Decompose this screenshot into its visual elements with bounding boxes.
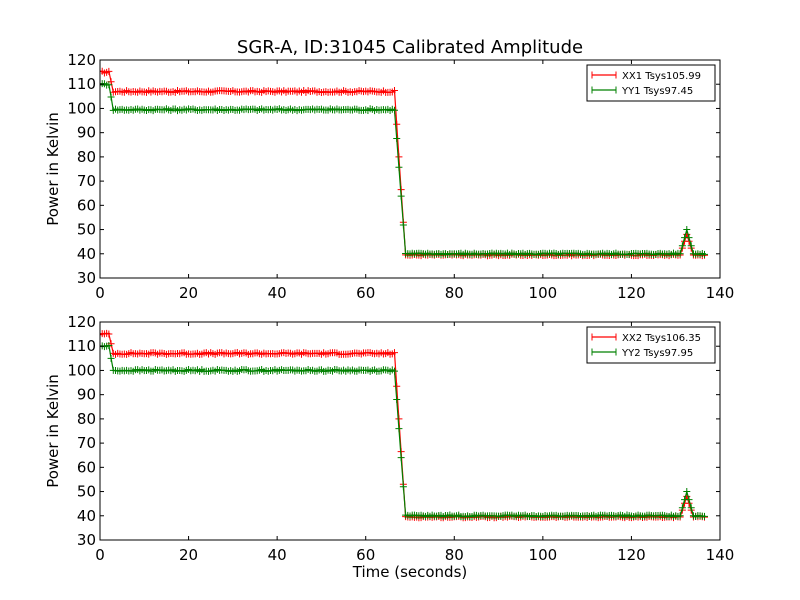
x-tick-label: 120 <box>617 546 646 564</box>
data-point <box>395 153 403 161</box>
data-point <box>676 250 684 258</box>
y-tick-label: 100 <box>67 361 96 379</box>
data-point <box>393 134 401 142</box>
legend-box <box>586 326 716 364</box>
x-tick-label: 20 <box>179 284 198 302</box>
y-tick-label: 60 <box>77 196 96 214</box>
data-point <box>395 425 403 433</box>
data-point <box>687 504 695 512</box>
x-axis-label: Time (seconds) <box>352 563 468 581</box>
y-tick-label: 120 <box>67 51 96 69</box>
y-tick-label: 50 <box>77 483 96 501</box>
x-tick-label: 40 <box>268 284 287 302</box>
data-point <box>676 512 684 520</box>
data-point <box>687 242 695 250</box>
y-tick-label: 70 <box>77 434 96 452</box>
x-tick-label: 100 <box>529 284 558 302</box>
data-point <box>397 192 405 200</box>
y-tick-label: 90 <box>77 124 96 142</box>
x-tick-label: 80 <box>445 284 464 302</box>
data-point <box>105 67 113 75</box>
legend-label: XX2 Tsys106.35 <box>622 333 701 344</box>
data-point <box>391 87 398 95</box>
y-tick-label: 40 <box>77 245 96 263</box>
legend-label: XX1 Tsys105.99 <box>622 71 701 82</box>
x-tick-label: 80 <box>445 546 464 564</box>
series-2 <box>100 342 708 520</box>
x-tick-label: 60 <box>356 284 375 302</box>
y-tick-label: 90 <box>77 386 96 404</box>
y-tick-label: 110 <box>67 337 96 355</box>
y-tick-label: 50 <box>77 221 96 239</box>
data-point <box>399 483 407 491</box>
data-point <box>107 93 115 101</box>
legend-marker <box>591 71 617 79</box>
x-tick-label: 0 <box>95 284 105 302</box>
data-point <box>683 226 691 234</box>
axes-frame <box>99 321 721 541</box>
figure-title: SGR-A, ID:31045 Calibrated Amplitude <box>237 37 583 58</box>
y-tick-label: 120 <box>67 313 96 331</box>
series-2 <box>100 80 708 258</box>
y-tick-label: 80 <box>77 410 96 428</box>
data-point <box>391 349 398 357</box>
data-point <box>685 234 693 242</box>
x-tick-label: 60 <box>356 546 375 564</box>
legend-marker <box>591 348 617 356</box>
data-point <box>393 396 401 404</box>
data-point <box>397 454 405 462</box>
legend-marker <box>591 86 617 94</box>
data-point <box>701 512 708 520</box>
y-tick-label: 30 <box>77 531 96 549</box>
top-subplot: 0 20 40 60 80 100 120 140 30 40 50 60 70 80 90 100 110 12… <box>44 51 734 302</box>
legend-marker <box>591 333 617 341</box>
data-point <box>399 221 407 229</box>
y-axis-label: Power in Kelvin <box>44 112 62 226</box>
y-tick-label: 60 <box>77 458 96 476</box>
y-tick-label: 80 <box>77 148 96 166</box>
legend-box <box>586 64 716 102</box>
y-tick-label: 70 <box>77 172 96 190</box>
y-tick-label: 30 <box>77 269 96 287</box>
data-point <box>683 488 691 496</box>
y-tick-label: 100 <box>67 99 96 117</box>
data-point <box>678 242 686 250</box>
legend: XX2 Tsys106.35 YY2 Tsys97.95 <box>586 326 716 364</box>
bottom-subplot: 0 20 40 60 80 100 120 140 30 40 50 60 70 80 90 100 110 12… <box>44 313 734 564</box>
axes-frame <box>99 59 721 279</box>
legend-label: YY1 Tsys97.45 <box>621 86 693 97</box>
data-point <box>391 367 398 375</box>
x-tick-label: 20 <box>179 546 198 564</box>
x-tick-label: 120 <box>617 284 646 302</box>
x-tick-label: 40 <box>268 546 287 564</box>
y-tick-label: 40 <box>77 507 96 525</box>
x-tick-label: 100 <box>529 546 558 564</box>
data-point <box>678 504 686 512</box>
x-tick-label: 140 <box>706 284 735 302</box>
legend-label: YY2 Tsys97.95 <box>621 348 693 359</box>
data-point <box>393 120 401 128</box>
data-point <box>391 106 398 114</box>
data-point <box>107 354 115 362</box>
y-axis-label: Power in Kelvin <box>44 374 62 488</box>
data-point <box>105 330 113 338</box>
data-point <box>395 163 403 171</box>
data-point <box>105 342 113 350</box>
data-point <box>393 382 401 390</box>
legend: XX1 Tsys105.99 YY1 Tsys97.45 <box>586 64 716 102</box>
x-tick-label: 140 <box>706 546 735 564</box>
data-point <box>685 496 693 504</box>
data-point <box>701 250 708 258</box>
x-tick-label: 0 <box>95 546 105 564</box>
y-tick-label: 110 <box>67 75 96 93</box>
data-point <box>105 81 113 89</box>
